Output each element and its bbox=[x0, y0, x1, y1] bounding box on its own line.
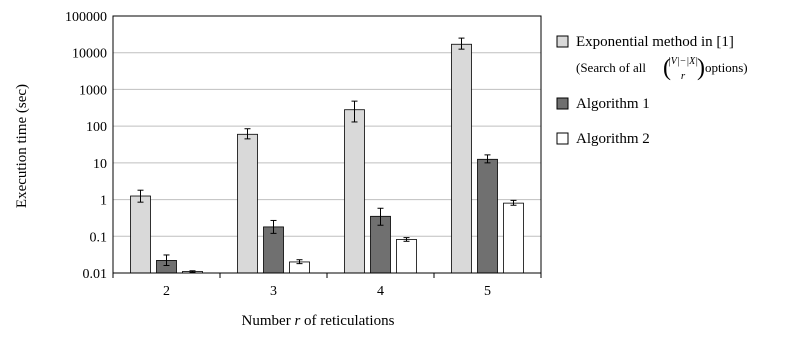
x-axis-label: Number r of reticulations bbox=[242, 313, 395, 329]
error-bar bbox=[270, 219, 277, 234]
error-bar bbox=[510, 199, 517, 206]
x-tick-label: 3 bbox=[270, 284, 277, 299]
legend-swatch-algorithm-1 bbox=[556, 97, 569, 110]
error-bar bbox=[403, 237, 410, 242]
legend-sublabel-exponential: (Search of all bbox=[576, 60, 646, 75]
y-tick-label: 0.1 bbox=[90, 230, 108, 245]
legend-item-algorithm-2: Algorithm 2 bbox=[556, 131, 650, 147]
bar-group-4 bbox=[344, 100, 417, 274]
legend-label-algorithm-1: Algorithm 1 bbox=[576, 96, 650, 112]
error-bar bbox=[163, 254, 170, 267]
y-axis-label: Execution time (sec) bbox=[14, 84, 30, 208]
legend: Exponential method in [1] (Search of all… bbox=[556, 34, 748, 147]
y-tick-label: 100000 bbox=[65, 10, 107, 25]
bar-algorithm-1-5 bbox=[477, 158, 498, 274]
legend-swatch-algorithm-2 bbox=[556, 132, 569, 145]
gridlines bbox=[113, 15, 541, 274]
bar-exponential-2 bbox=[130, 195, 151, 274]
x-axis-label-pre: Number bbox=[242, 313, 295, 329]
bar-exponential-5 bbox=[451, 43, 472, 274]
legend-sub-binom-top: |V|−|X| bbox=[668, 56, 698, 67]
error-bar bbox=[484, 154, 491, 164]
legend-item-exponential: Exponential method in [1] (Search of all… bbox=[556, 34, 748, 82]
legend-sub-binom-bottom: r bbox=[681, 70, 686, 82]
error-bar bbox=[458, 37, 465, 50]
bar-group-5 bbox=[451, 37, 524, 274]
error-bar bbox=[377, 207, 384, 226]
legend-label-exponential: Exponential method in [1] bbox=[576, 34, 734, 50]
bar-exponential-4 bbox=[344, 109, 365, 274]
bar-groups bbox=[130, 37, 524, 274]
x-tick-label: 5 bbox=[484, 284, 491, 299]
y-tick-label: 0.01 bbox=[83, 267, 108, 282]
x-tick-labels: 2 3 4 5 bbox=[112, 273, 542, 299]
x-tick-label: 4 bbox=[377, 284, 384, 299]
plot-frame bbox=[112, 15, 542, 274]
legend-item-algorithm-1: Algorithm 1 bbox=[556, 96, 650, 112]
bar-exponential-3 bbox=[237, 133, 258, 274]
bar-group-3 bbox=[237, 128, 310, 274]
bar-algorithm-2-4 bbox=[396, 239, 417, 274]
error-bar bbox=[137, 189, 144, 203]
y-tick-label: 100 bbox=[86, 120, 107, 135]
legend-sub-right-paren: ) bbox=[697, 55, 705, 81]
error-bar bbox=[244, 128, 251, 140]
legend-sub-post: options) bbox=[705, 60, 748, 75]
error-bar bbox=[189, 270, 196, 273]
bar-group-2 bbox=[130, 189, 203, 274]
bar-algorithm-2-5 bbox=[503, 202, 524, 274]
legend-sub-left-paren: ( bbox=[663, 55, 671, 81]
legend-swatch-exponential bbox=[556, 35, 569, 48]
x-axis-label-post: of reticulations bbox=[300, 313, 394, 329]
y-tick-label: 1 bbox=[100, 194, 107, 209]
legend-label-algorithm-2: Algorithm 2 bbox=[576, 131, 650, 147]
error-bar bbox=[351, 100, 358, 123]
legend-sub-pre: (Search of all bbox=[576, 60, 646, 75]
x-tick-label: 2 bbox=[163, 284, 170, 299]
plot-border bbox=[112, 15, 542, 274]
y-tick-labels: 0.01 0.1 1 10 100 1000 10000 100000 bbox=[65, 10, 107, 282]
error-bar bbox=[296, 259, 303, 265]
y-tick-label: 1000 bbox=[79, 83, 107, 98]
y-tick-label: 10000 bbox=[72, 47, 107, 62]
x-axis-label-var: r bbox=[294, 313, 300, 329]
y-tick-label: 10 bbox=[93, 157, 107, 172]
